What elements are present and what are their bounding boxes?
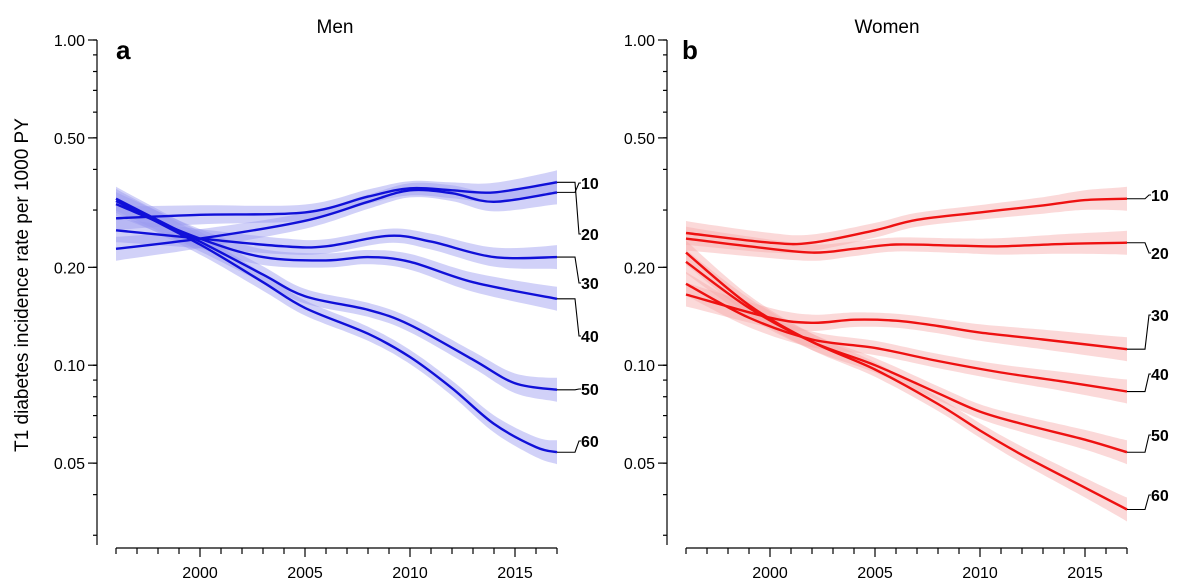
leader-line-10 xyxy=(557,182,581,193)
leader-line-40 xyxy=(557,298,581,337)
age-label-40: 40 xyxy=(581,329,599,346)
series-line-60 xyxy=(115,199,558,454)
y-tick-label: 0.10 xyxy=(624,358,655,375)
y-axis-title: T1 diabetes incidence rate per 1000 PY xyxy=(12,118,33,452)
y-tick-label: 0.20 xyxy=(54,260,85,277)
confidence-band-50 xyxy=(686,249,1127,465)
y-tick-label: 0.05 xyxy=(624,456,655,473)
x-tick-label: 2000 xyxy=(752,565,788,582)
confidence-band-60 xyxy=(116,188,557,465)
panel-letter: a xyxy=(116,35,131,65)
x-tick-label: 2005 xyxy=(287,565,323,582)
series-line-40 xyxy=(685,282,1128,393)
age-label-30: 30 xyxy=(1151,308,1169,325)
leader-line-10 xyxy=(1127,194,1151,200)
leader-line-30 xyxy=(1127,314,1151,350)
age-label-60: 60 xyxy=(581,434,599,451)
y-tick-label: 0.05 xyxy=(54,456,85,473)
y-tick-label: 0.50 xyxy=(624,131,655,148)
series-line-60 xyxy=(685,251,1128,511)
leader-line-20 xyxy=(1127,242,1151,254)
series-line-20 xyxy=(115,181,558,220)
x-tick-label: 2010 xyxy=(392,565,428,582)
age-label-50: 50 xyxy=(1151,428,1169,445)
age-label-10: 10 xyxy=(1151,188,1169,205)
series-line-50 xyxy=(685,260,1128,454)
x-tick-label: 2015 xyxy=(1067,565,1103,582)
y-tick-label: 0.20 xyxy=(624,260,655,277)
age-label-40: 40 xyxy=(1151,367,1169,384)
age-label-10: 10 xyxy=(581,176,599,193)
leader-line-60 xyxy=(1127,494,1151,511)
y-tick-label: 1.00 xyxy=(624,33,655,50)
leader-line-30 xyxy=(557,256,581,284)
age-label-30: 30 xyxy=(581,276,599,293)
series-line-50 xyxy=(115,197,558,391)
age-label-20: 20 xyxy=(581,227,599,244)
leader-line-20 xyxy=(557,181,581,235)
leader-line-50 xyxy=(557,388,581,391)
confidence-band-40 xyxy=(686,271,1127,404)
confidence-band-10 xyxy=(686,186,1127,254)
age-label-60: 60 xyxy=(1151,488,1169,505)
series-line-10 xyxy=(685,197,1128,246)
age-label-50: 50 xyxy=(581,382,599,399)
x-tick-label: 2005 xyxy=(857,565,893,582)
series-line-20 xyxy=(685,237,1128,254)
x-tick-label: 2000 xyxy=(182,565,218,582)
y-tick-label: 1.00 xyxy=(54,33,85,50)
leader-line-60 xyxy=(557,440,581,453)
y-tick-label: 0.50 xyxy=(54,131,85,148)
series-line-30 xyxy=(685,293,1128,351)
leader-line-40 xyxy=(1127,373,1151,393)
x-tick-label: 2015 xyxy=(497,565,533,582)
panel-letter: b xyxy=(682,35,698,65)
confidence-band-40 xyxy=(116,192,557,311)
age-label-20: 20 xyxy=(1151,246,1169,263)
confidence-band-50 xyxy=(116,186,557,402)
panel-title: Men xyxy=(317,17,354,38)
panel-title: Women xyxy=(854,17,919,38)
leader-line-50 xyxy=(1127,434,1151,453)
y-tick-label: 0.10 xyxy=(54,358,85,375)
confidence-band-20 xyxy=(116,170,557,231)
series-line-40 xyxy=(115,202,558,300)
x-tick-label: 2010 xyxy=(962,565,998,582)
